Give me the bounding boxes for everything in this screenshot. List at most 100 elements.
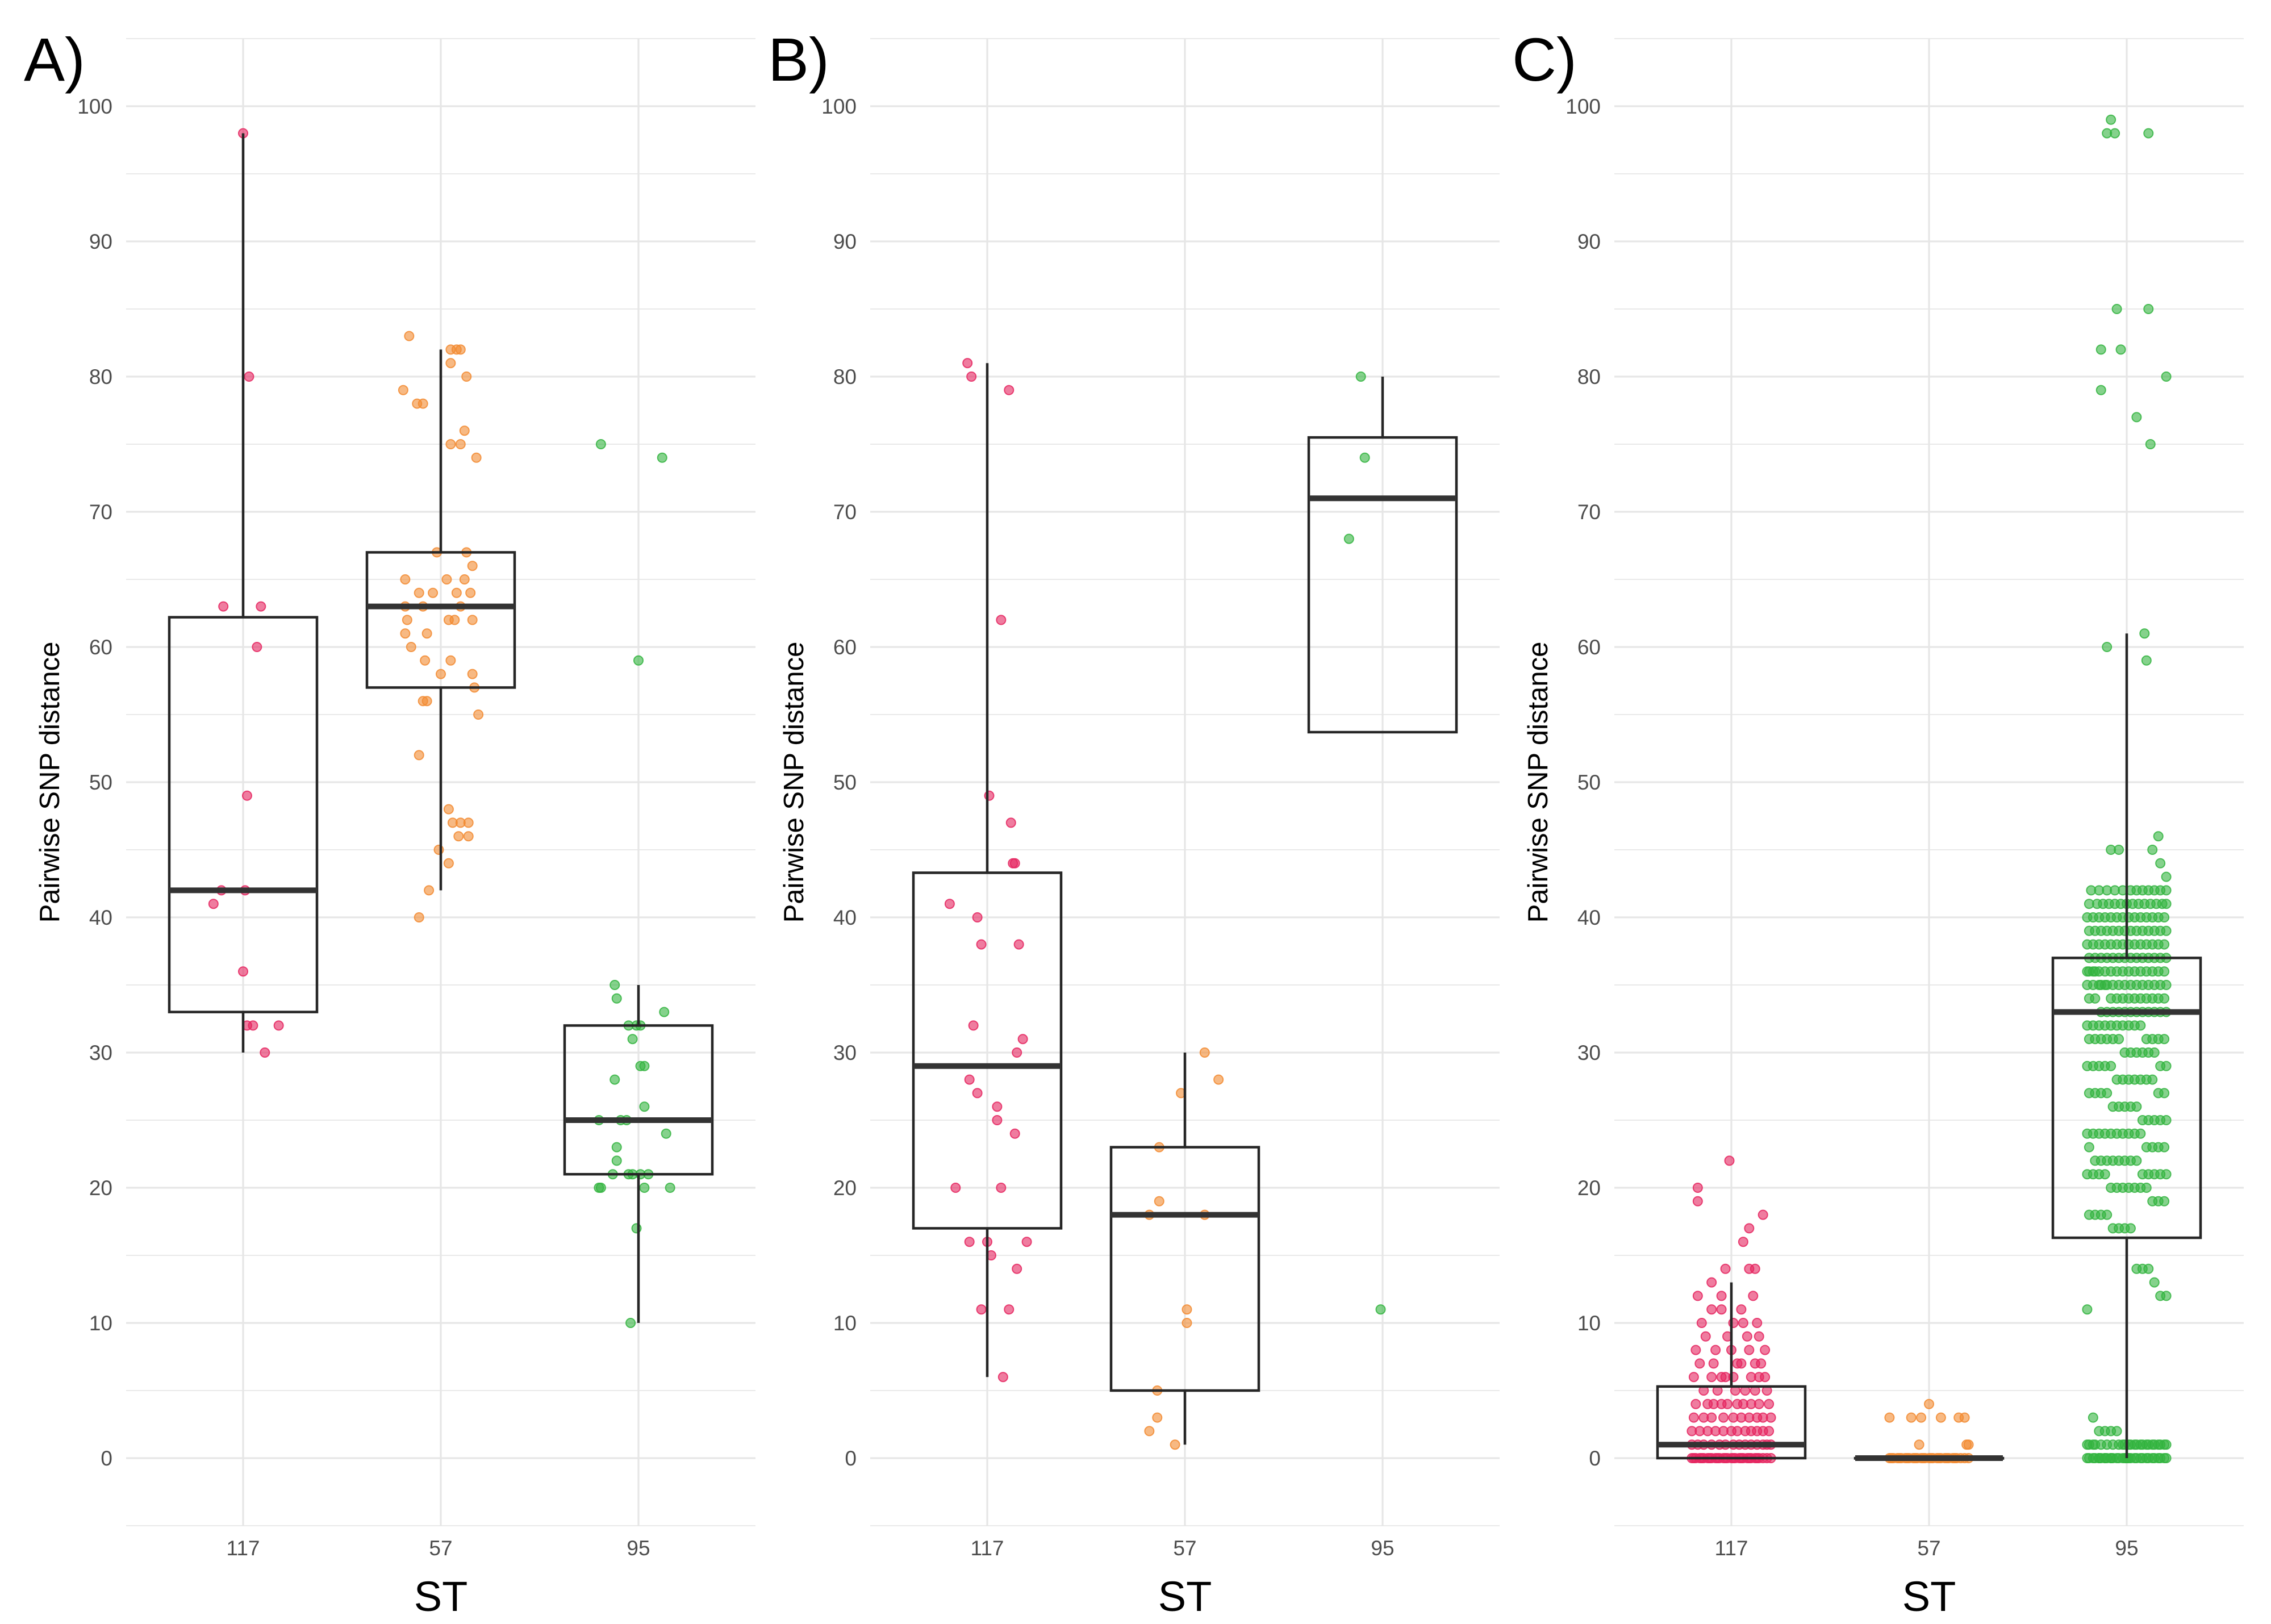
data-point	[657, 452, 667, 463]
y-tick-label: 40	[1577, 906, 1601, 929]
data-point	[421, 628, 432, 639]
data-point	[428, 587, 439, 598]
data-point	[1152, 1412, 1163, 1423]
x-axis-title: ST	[414, 1573, 468, 1620]
data-point	[2159, 1142, 2170, 1153]
data-point	[2102, 1088, 2113, 1099]
data-point	[1692, 1196, 1703, 1206]
y-tick-label: 70	[1577, 500, 1601, 524]
data-point	[2111, 304, 2122, 314]
data-point	[2111, 1426, 2122, 1437]
panel-label: C)	[1512, 25, 1577, 94]
box-iqr	[168, 616, 319, 1013]
data-point	[1916, 1412, 1927, 1423]
data-point	[1012, 1047, 1022, 1058]
panel-1: 0 10 20 30 40 50 60 70 80 90 100 117 57 95 ST Pairwise …	[24, 25, 755, 1620]
data-point	[976, 939, 987, 950]
data-point	[2114, 845, 2124, 855]
data-point	[968, 1020, 979, 1031]
y-tick-label: 80	[1577, 365, 1601, 389]
data-point	[424, 885, 435, 896]
data-point	[595, 1183, 606, 1193]
data-point	[443, 804, 454, 815]
data-point	[950, 1183, 961, 1193]
data-point	[2149, 1277, 2160, 1288]
data-point	[2159, 939, 2170, 950]
y-axis-title: Pairwise SNP distance	[1523, 642, 1554, 923]
data-point	[2125, 1223, 2136, 1234]
data-point	[445, 358, 456, 369]
data-point	[611, 1155, 622, 1166]
data-point	[1924, 1398, 1934, 1409]
data-point	[972, 1088, 983, 1099]
data-point	[2139, 628, 2150, 639]
data-point	[402, 615, 412, 625]
data-point	[252, 642, 262, 652]
data-point	[2106, 114, 2116, 125]
data-point	[976, 1304, 987, 1315]
data-point	[2161, 371, 2172, 382]
data-point	[420, 655, 431, 666]
data-point	[2099, 980, 2110, 990]
data-point	[449, 615, 460, 625]
data-point	[471, 452, 482, 463]
data-point	[241, 790, 252, 801]
data-point	[1760, 1372, 1771, 1383]
data-point	[2106, 1061, 2116, 1071]
data-point	[1690, 1345, 1701, 1355]
data-point	[2090, 966, 2101, 977]
data-point	[1009, 1128, 1020, 1139]
data-point	[256, 601, 266, 612]
data-point	[1004, 1304, 1015, 1315]
data-point	[1742, 1331, 1752, 1342]
data-point	[665, 1183, 675, 1193]
box-iqr	[563, 1024, 714, 1176]
y-tick-label: 40	[89, 906, 112, 929]
data-point	[610, 980, 620, 990]
data-point	[972, 912, 983, 922]
y-tick-label: 60	[833, 636, 857, 659]
data-point	[421, 696, 432, 707]
box-st57	[1853, 1455, 2005, 1461]
data-point	[1696, 1318, 1707, 1328]
y-tick-label: 100	[1566, 95, 1601, 118]
data-point	[2102, 642, 2113, 652]
data-point	[1724, 1155, 1735, 1166]
data-point	[2147, 1074, 2158, 1085]
panel-label: B)	[768, 25, 829, 94]
y-tick-label: 20	[89, 1176, 112, 1200]
data-point	[1748, 1291, 1759, 1301]
data-point	[1694, 1358, 1705, 1369]
data-point	[1710, 1345, 1721, 1355]
data-point	[1914, 1439, 1924, 1450]
panel-label: A)	[24, 25, 85, 94]
y-tick-label: 60	[1577, 636, 1601, 659]
y-tick-label: 50	[89, 771, 112, 794]
box-st95	[1307, 377, 1458, 734]
data-point	[398, 385, 408, 395]
data-point	[473, 709, 484, 720]
data-point	[2143, 1263, 2154, 1274]
data-point	[1754, 1398, 1764, 1409]
data-point	[2095, 385, 2106, 395]
data-point	[1692, 1291, 1703, 1301]
data-point	[2090, 993, 2101, 1004]
x-axis-title: ST	[1158, 1573, 1212, 1620]
panel-2: 0 10 20 30 40 50 60 70 80 90 100 117 57 95 ST Pairwise …	[768, 25, 1500, 1620]
data-point	[1765, 1412, 1776, 1423]
x-tick-label: 117	[971, 1537, 1004, 1560]
data-point	[1013, 939, 1024, 950]
data-point	[1716, 1304, 1727, 1315]
data-point	[2143, 128, 2154, 139]
data-point	[260, 1047, 270, 1058]
data-point	[992, 1101, 1003, 1112]
x-tick-label: 57	[1173, 1537, 1196, 1560]
data-point	[966, 371, 977, 382]
data-point	[445, 439, 456, 449]
data-point	[1692, 1183, 1703, 1193]
y-tick-label: 100	[821, 95, 857, 118]
data-point	[2106, 1453, 2116, 1463]
data-point	[445, 655, 456, 666]
